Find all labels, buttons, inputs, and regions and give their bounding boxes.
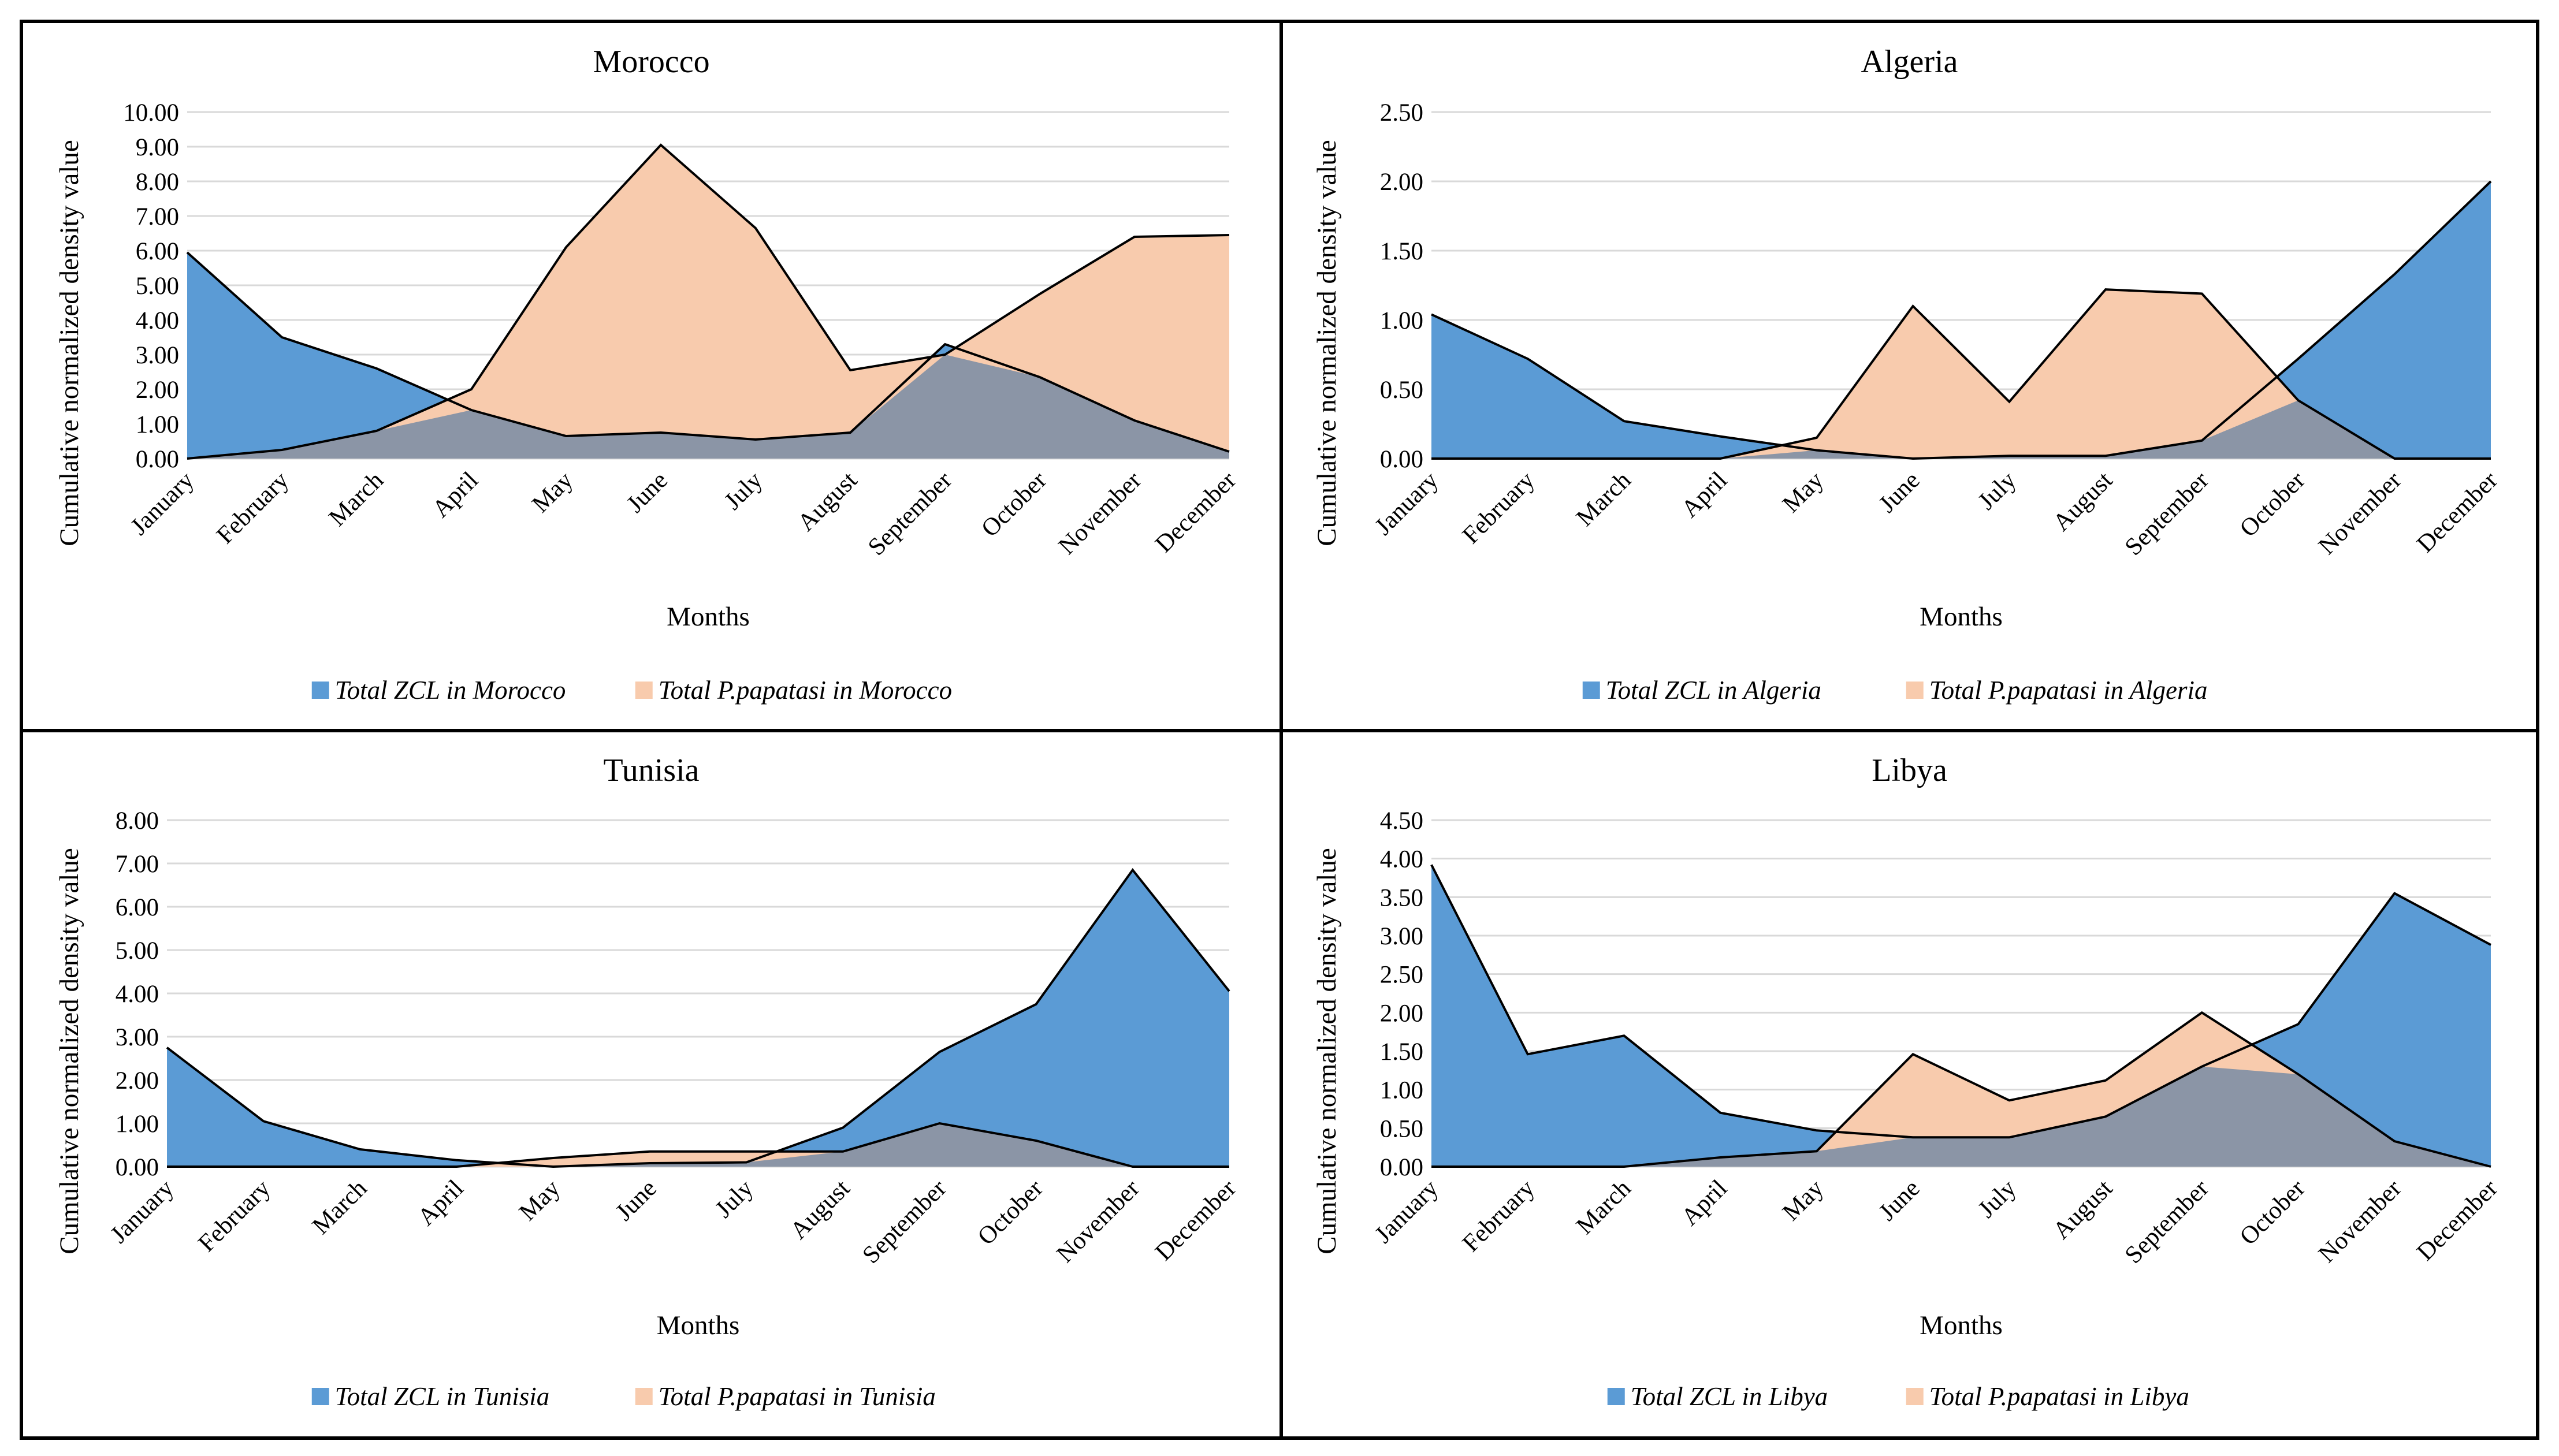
libya-y-tick-label: 3.00 bbox=[1380, 923, 1423, 950]
algeria-legend-swatch-papatasi bbox=[1906, 682, 1924, 699]
tunisia-legend-swatch-zcl bbox=[311, 1388, 329, 1405]
libya-panel-border bbox=[1280, 729, 2539, 1440]
morocco-legend-swatch-zcl bbox=[311, 682, 329, 699]
libya-legend-label-zcl: Total ZCL in Libya bbox=[1631, 1382, 1828, 1411]
morocco-zcl-line bbox=[186, 251, 1230, 453]
tunisia-y-axis-title: Cumulative normalized density value bbox=[54, 848, 84, 1254]
tunisia-x-axis-title: Months bbox=[657, 1310, 740, 1340]
morocco-papatasi-line bbox=[187, 143, 1230, 460]
morocco-legend-label-papatasi: Total P.papatasi in Morocco bbox=[659, 676, 952, 705]
algeria-y-tick-label: 2.50 bbox=[1380, 99, 1423, 126]
algeria-legend-label-papatasi: Total P.papatasi in Algeria bbox=[1929, 676, 2208, 705]
libya-legend-label-papatasi: Total P.papatasi in Libya bbox=[1929, 1382, 2189, 1411]
libya-y-tick-label: 1.00 bbox=[1380, 1077, 1423, 1104]
algeria-y-tick-label: 0.50 bbox=[1380, 377, 1423, 404]
algeria-overlap-area bbox=[1431, 400, 2491, 459]
libya-overlap-area bbox=[1431, 1066, 2491, 1167]
morocco-chart-title: Morocco bbox=[593, 44, 709, 80]
algeria-y-tick-label: 1.50 bbox=[1380, 238, 1423, 265]
algeria-x-axis-title: Months bbox=[1920, 602, 2003, 632]
libya-panel: 0.00 0.50 1.00 1.50 2.00 2.50 3.00 3.50 4.00 4.50… bbox=[1280, 729, 2539, 1440]
tunisia-zcl-line bbox=[166, 867, 1230, 1168]
tunisia-legend-label-papatasi: Total P.papatasi in Tunisia bbox=[659, 1382, 936, 1411]
algeria-y-tick-label: 2.00 bbox=[1380, 169, 1423, 196]
morocco-y-tick-label: 6.00 bbox=[136, 238, 179, 265]
morocco-legend-label-zcl: Total ZCL in Morocco bbox=[335, 676, 566, 705]
tunisia-y-tick-label: 1.00 bbox=[116, 1111, 159, 1138]
tunisia-y-tick-label: 3.00 bbox=[116, 1024, 159, 1051]
tunisia-zcl-area bbox=[167, 870, 1229, 1167]
morocco-y-tick-label: 4.00 bbox=[136, 307, 179, 334]
libya-y-tick-label: 0.50 bbox=[1380, 1115, 1423, 1142]
tunisia-y-tick-label: 6.00 bbox=[116, 894, 159, 921]
morocco-y-axis-title: Cumulative normalized density value bbox=[54, 140, 84, 546]
morocco-y-tick-label: 3.00 bbox=[136, 342, 179, 369]
tunisia-chart-title: Tunisia bbox=[603, 753, 699, 788]
libya-x-axis-title: Months bbox=[1920, 1310, 2003, 1340]
algeria-zcl-line bbox=[1431, 180, 2492, 460]
tunisia-overlap-area bbox=[167, 1123, 1229, 1167]
libya-y-tick-label: 0.00 bbox=[1380, 1154, 1423, 1181]
morocco-x-axis-title: Months bbox=[667, 602, 750, 632]
algeria-legend: Total ZCL in Algeria Total P.papatasi in … bbox=[1582, 676, 2208, 705]
morocco-legend-swatch-papatasi bbox=[635, 682, 653, 699]
morocco-y-tick-label: 2.00 bbox=[136, 377, 179, 404]
libya-y-tick-label: 3.50 bbox=[1380, 884, 1423, 911]
libya-y-tick-label: 2.00 bbox=[1380, 1000, 1423, 1027]
libya-y-tick-label: 4.00 bbox=[1380, 846, 1423, 873]
tunisia-legend: Total ZCL in Tunisia Total P.papatasi in … bbox=[311, 1382, 936, 1411]
libya-legend-swatch-papatasi bbox=[1906, 1388, 1924, 1405]
algeria-y-tick-label: 1.00 bbox=[1380, 307, 1423, 334]
tunisia-y-tick-label: 8.00 bbox=[116, 807, 159, 835]
libya-legend-swatch-zcl bbox=[1607, 1388, 1625, 1405]
libya-papatasi-line bbox=[1431, 1011, 2491, 1168]
morocco-y-tick-label: 5.00 bbox=[136, 273, 179, 300]
algeria-y-tick-label: 0.00 bbox=[1380, 446, 1423, 473]
morocco-y-tick-label: 0.00 bbox=[136, 446, 179, 473]
tunisia-y-tick-label: 0.00 bbox=[116, 1154, 159, 1181]
morocco-y-tick-label: 10.00 bbox=[123, 99, 179, 126]
tunisia-legend-swatch-papatasi bbox=[635, 1388, 653, 1405]
tunisia-y-tick-label: 7.00 bbox=[116, 851, 159, 878]
tunisia-y-tick-label: 4.00 bbox=[116, 981, 159, 1008]
morocco-panel: 0.00 1.00 2.00 3.00 4.00 5.00 6.00 7.00 8.00 9.00… bbox=[20, 20, 1283, 732]
algeria-zcl-area bbox=[1431, 181, 2491, 459]
algeria-papatasi-line bbox=[1431, 288, 2491, 460]
morocco-overlap-area bbox=[187, 355, 1229, 459]
algeria-chart-title: Algeria bbox=[1861, 44, 1958, 80]
tunisia-papatasi-line bbox=[167, 1122, 1229, 1168]
morocco-y-tick-label: 1.00 bbox=[136, 411, 179, 438]
algeria-papatasi-area bbox=[1431, 289, 2491, 459]
morocco-legend: Total ZCL in Morocco Total P.papatasi in … bbox=[311, 676, 952, 705]
libya-chart-title: Libya bbox=[1872, 753, 1947, 788]
tunisia-y-tick-label: 2.00 bbox=[116, 1067, 159, 1094]
libya-y-axis-title: Cumulative normalized density value bbox=[1312, 848, 1342, 1254]
morocco-y-tick-label: 9.00 bbox=[136, 134, 179, 161]
algeria-legend-label-zcl: Total ZCL in Algeria bbox=[1606, 676, 1821, 705]
libya-y-tick-label: 2.50 bbox=[1380, 962, 1423, 989]
morocco-y-tick-label: 8.00 bbox=[136, 169, 179, 196]
libya-zcl-line bbox=[1430, 864, 2491, 1139]
libya-y-tick-label: 1.50 bbox=[1380, 1038, 1423, 1066]
morocco-y-tick-label: 7.00 bbox=[136, 203, 179, 230]
tunisia-legend-label-zcl: Total ZCL in Tunisia bbox=[335, 1382, 549, 1411]
algeria-legend-swatch-zcl bbox=[1582, 682, 1600, 699]
tunisia-y-tick-label: 5.00 bbox=[116, 937, 159, 965]
algeria-y-axis-title: Cumulative normalized density value bbox=[1312, 140, 1342, 546]
libya-legend: Total ZCL in Libya Total P.papatasi in Li… bbox=[1607, 1382, 2189, 1411]
libya-y-tick-label: 4.50 bbox=[1380, 807, 1423, 835]
